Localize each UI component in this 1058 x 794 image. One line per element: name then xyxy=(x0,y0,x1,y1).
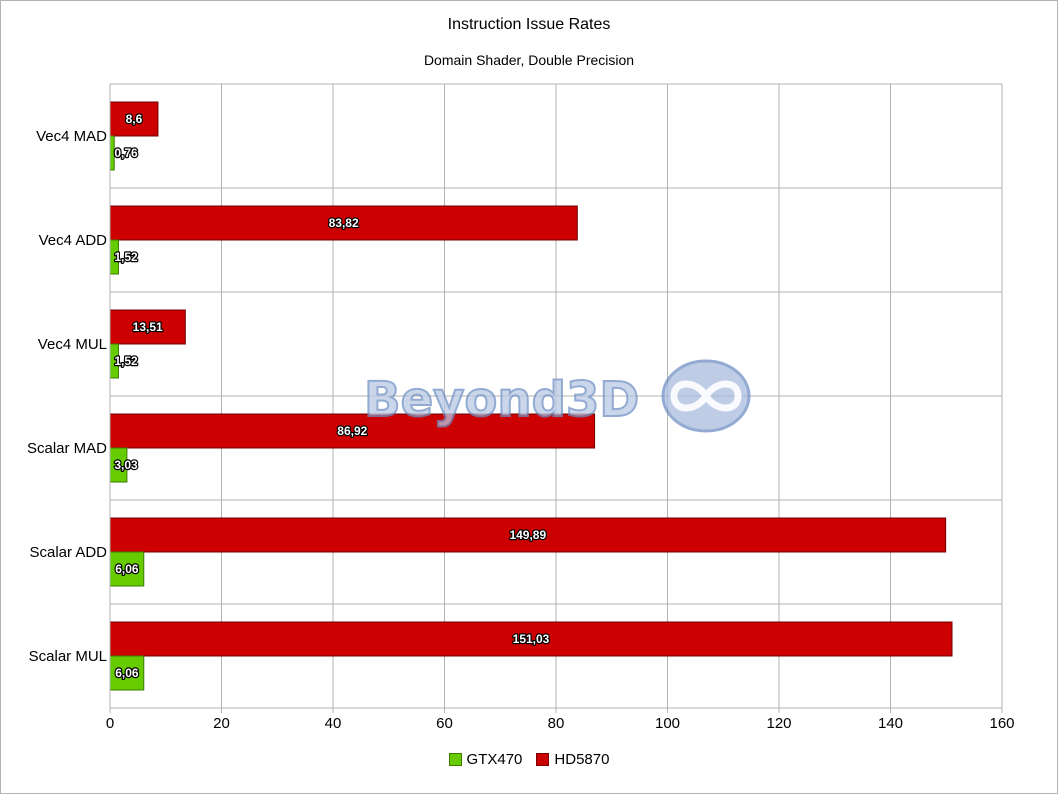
legend-item-hd5870: HD5870 xyxy=(536,751,609,768)
data-label-gtx470-4: 6,06 xyxy=(115,562,139,576)
legend-item-gtx470: GTX470 xyxy=(448,751,523,768)
data-label-hd5870-0: 8,6 xyxy=(126,112,143,126)
data-label-gtx470-1: 1,52 xyxy=(114,250,138,264)
bar-hd5870-5 xyxy=(109,621,953,657)
x-tick-label-6: 120 xyxy=(766,715,791,732)
data-label-hd5870-2: 13,51 xyxy=(133,320,163,334)
x-tick-label-3: 60 xyxy=(436,715,453,732)
category-label-1: Vec4 ADD xyxy=(39,232,108,249)
chart-subtitle: Domain Shader, Double Precision xyxy=(423,52,635,68)
legend-label-hd5870: HD5870 xyxy=(554,751,610,768)
x-tick-label-0: 0 xyxy=(106,715,114,732)
chart-legend: GTX470 HD5870 xyxy=(0,751,1058,768)
x-tick-label-8: 160 xyxy=(989,715,1014,732)
data-label-hd5870-5: 151,03 xyxy=(513,632,550,646)
data-label-hd5870-3: 86,92 xyxy=(337,424,367,438)
data-label-gtx470-5: 6,06 xyxy=(115,666,139,680)
x-tick-label-4: 80 xyxy=(548,715,565,732)
data-label-gtx470-0: 0,76 xyxy=(114,146,138,160)
bar-hd5870-4 xyxy=(109,517,947,553)
chart-title: Instruction Issue Rates xyxy=(447,16,611,33)
legend-swatch-gtx470 xyxy=(448,753,462,766)
x-tick-label-1: 20 xyxy=(213,715,230,732)
category-label-5: Scalar MUL xyxy=(29,648,107,665)
data-label-hd5870-4: 149,89 xyxy=(509,528,546,542)
legend-swatch-hd5870 xyxy=(536,753,550,766)
x-tick-label-7: 140 xyxy=(878,715,903,732)
legend-label-gtx470: GTX470 xyxy=(466,751,523,768)
category-label-0: Vec4 MAD xyxy=(36,128,107,145)
data-label-gtx470-3: 3,03 xyxy=(114,458,138,472)
x-tick-label-2: 40 xyxy=(325,715,342,732)
category-label-4: Scalar ADD xyxy=(29,544,107,561)
bar-gtx470-4 xyxy=(109,551,145,587)
category-label-2: Vec4 MUL xyxy=(38,336,107,353)
category-label-3: Scalar MAD xyxy=(27,440,107,457)
data-label-gtx470-2: 1,52 xyxy=(114,354,138,368)
data-label-hd5870-1: 83,82 xyxy=(329,216,359,230)
x-tick-label-5: 100 xyxy=(655,715,680,732)
bar-gtx470-5 xyxy=(109,655,145,691)
